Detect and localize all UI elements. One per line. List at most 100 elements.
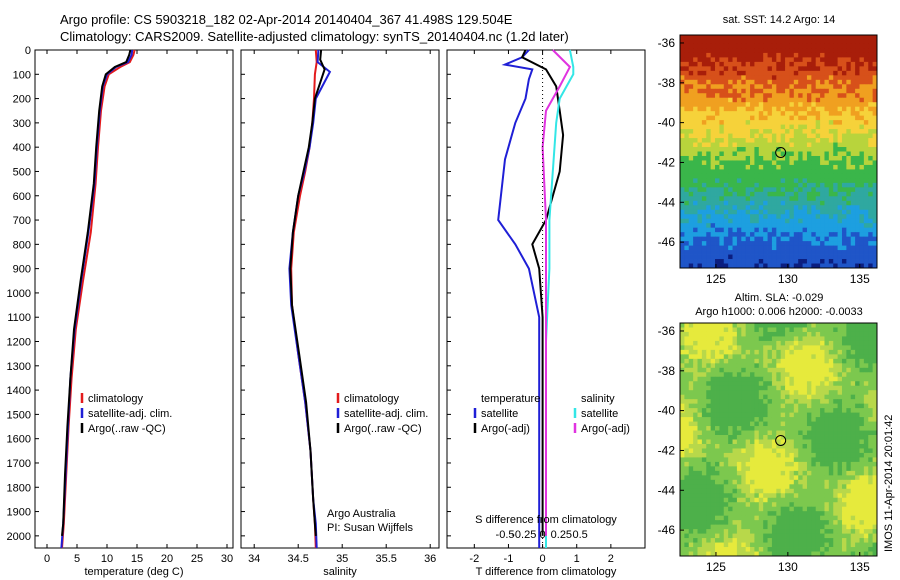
map-cell (793, 461, 799, 467)
map-cell (728, 538, 733, 543)
map-cell (846, 236, 852, 242)
map-cell (693, 345, 698, 351)
map-cell (728, 488, 733, 494)
map-cell (815, 227, 821, 233)
map-cell (868, 538, 874, 543)
map-cell (758, 205, 764, 211)
map-cell (868, 533, 874, 539)
map-cell (837, 84, 843, 90)
map-cell (850, 43, 856, 49)
map-cell (767, 97, 773, 103)
map-cell (850, 399, 856, 405)
map-cell (736, 200, 742, 206)
map-cell (693, 439, 698, 445)
map-cell (828, 390, 834, 396)
map-cell (828, 155, 834, 161)
map-cell (855, 93, 860, 99)
map-cell (706, 542, 712, 548)
map-cell (806, 43, 812, 49)
map-cell (806, 79, 812, 85)
map-cell (863, 354, 869, 360)
map-cell (846, 169, 852, 175)
map-cell (780, 479, 786, 485)
map-cell (872, 52, 878, 58)
map-cell (701, 408, 707, 414)
map-cell (837, 457, 843, 463)
map-cell (780, 466, 786, 472)
map-cell (684, 191, 690, 197)
map-cell (697, 218, 703, 224)
map-cell (680, 403, 685, 409)
map-cell (750, 524, 755, 530)
map-cell (798, 327, 803, 333)
map-cell (750, 75, 755, 81)
map-cell (715, 35, 720, 40)
map-cell (680, 547, 685, 552)
map-cell (802, 151, 808, 157)
map-cell (701, 506, 707, 512)
map-cell (776, 214, 782, 220)
map-cell (841, 61, 847, 67)
map-cell (710, 363, 716, 369)
map-cell (841, 394, 847, 400)
map-cell (723, 75, 729, 81)
map-cell (723, 196, 729, 202)
map-cell (833, 124, 838, 130)
map-cell (723, 372, 729, 378)
map-cell (715, 214, 720, 220)
map-cell (789, 245, 795, 251)
map-cell (715, 417, 720, 422)
map-cell (715, 254, 720, 260)
map-cell (811, 254, 817, 260)
map-cell (732, 111, 738, 117)
map-cell (815, 538, 821, 543)
map-cell (780, 358, 786, 364)
map-cell (859, 133, 865, 139)
map-cell (710, 443, 716, 449)
map-cell (688, 497, 694, 503)
map-cell (824, 84, 830, 90)
map-cell (750, 79, 755, 85)
map-cell (776, 327, 782, 333)
map-cell (841, 173, 847, 179)
map-cell (741, 124, 747, 130)
map-cell (811, 223, 817, 229)
map-cell (841, 345, 847, 351)
map-cell (728, 70, 733, 76)
map-cell (824, 479, 830, 485)
map-cell (824, 173, 830, 179)
map-cell (846, 466, 852, 472)
map-cell (868, 35, 874, 40)
map-cell (780, 43, 786, 49)
map-cell (855, 515, 860, 521)
map-cell (684, 142, 690, 148)
map-cell (859, 412, 865, 418)
map-cell (723, 331, 729, 337)
map-cell (776, 457, 782, 463)
map-cell (680, 484, 685, 490)
map-cell (745, 218, 751, 224)
map-cell (820, 412, 825, 418)
map-cell (758, 367, 764, 373)
map-cell (767, 236, 773, 242)
map-cell (872, 426, 878, 431)
map-cell (785, 102, 790, 108)
map-cell (728, 214, 733, 220)
map-cell (802, 538, 808, 543)
map-cell (754, 173, 760, 179)
map-cell (785, 363, 790, 369)
map-cell (688, 155, 694, 161)
map-cell (824, 358, 830, 364)
map-cell (732, 205, 738, 211)
map-cell (750, 52, 755, 58)
map-cell (723, 191, 729, 197)
map-cell (758, 452, 764, 458)
map-cell (776, 372, 782, 378)
x-axis-label: salinity (323, 566, 357, 578)
map-cell (811, 506, 817, 512)
map-cell (693, 129, 698, 134)
map-cell (710, 61, 716, 67)
map-cell (850, 187, 856, 193)
map-cell (741, 187, 747, 193)
map-cell (763, 155, 768, 161)
